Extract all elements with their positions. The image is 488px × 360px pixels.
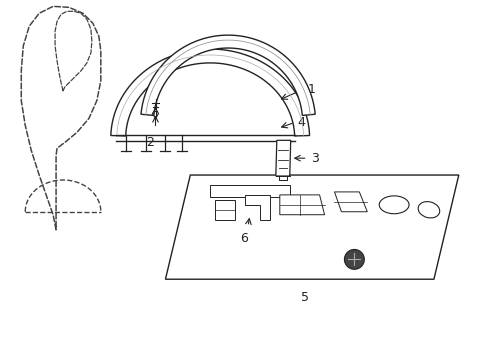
Polygon shape — [275, 140, 290, 176]
Circle shape — [344, 249, 364, 269]
Text: 1: 1 — [307, 83, 315, 96]
Text: 6: 6 — [240, 231, 247, 244]
Polygon shape — [334, 192, 366, 212]
Polygon shape — [141, 35, 315, 116]
Text: 5: 5 — [300, 291, 308, 304]
Polygon shape — [244, 195, 269, 220]
Polygon shape — [165, 175, 458, 279]
Ellipse shape — [379, 196, 408, 214]
Ellipse shape — [417, 202, 439, 218]
Text: 3: 3 — [310, 152, 318, 165]
Polygon shape — [111, 49, 309, 136]
Text: 2: 2 — [146, 136, 154, 149]
Polygon shape — [215, 200, 235, 220]
Polygon shape — [210, 185, 289, 197]
Text: 4: 4 — [297, 116, 305, 129]
Polygon shape — [279, 195, 324, 215]
